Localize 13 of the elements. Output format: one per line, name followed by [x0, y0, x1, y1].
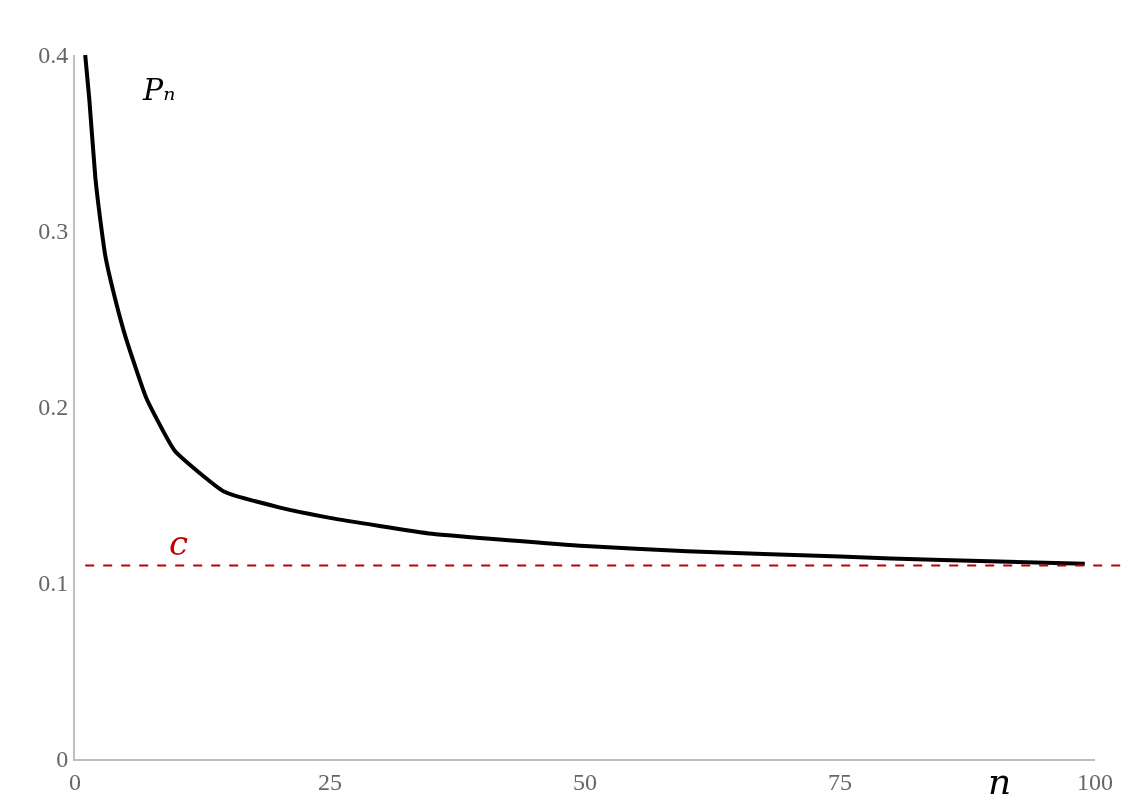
x-axis-title: n — [988, 761, 1012, 802]
y-tick-label: 0.1 — [38, 570, 69, 597]
line-series — [83, 55, 1087, 566]
x-tick-label: 25 — [318, 768, 342, 795]
y-tick-label: 0.2 — [38, 394, 69, 421]
y-tick-label: 0.3 — [38, 218, 69, 245]
y-tick-label: 0.4 — [38, 42, 69, 69]
x-tick-label: 50 — [573, 768, 597, 795]
series-label: Pₙ — [142, 72, 176, 107]
y-tick-label: 0 — [56, 746, 69, 773]
x-tick-label: 100 — [1077, 768, 1113, 795]
ref-line-label: c — [169, 523, 189, 563]
x-tick-label: 75 — [828, 768, 852, 795]
